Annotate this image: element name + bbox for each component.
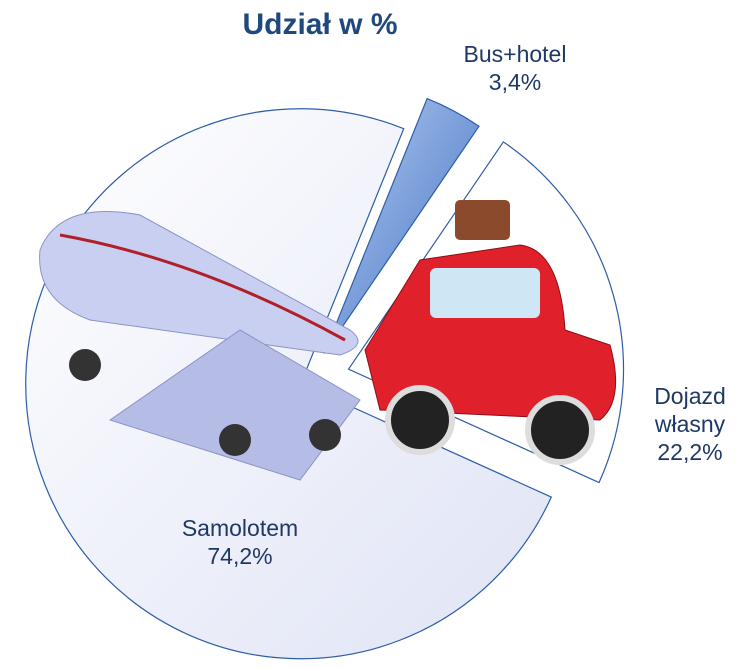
value-label: 22,2% [640, 438, 740, 466]
plane-wheel [219, 424, 251, 456]
car-luggage [455, 200, 510, 240]
category-label: Bus+hotel [445, 40, 585, 68]
category-label: Samolotem [150, 514, 330, 542]
pie-area [0, 0, 746, 668]
car-window [430, 268, 540, 318]
chart-title: Udział w % [170, 8, 470, 42]
car-wheel [388, 388, 452, 452]
value-label: 3,4% [445, 68, 585, 96]
plane-wheel [309, 419, 341, 451]
car-wheel [528, 398, 592, 462]
value-label: 74,2% [150, 542, 330, 570]
category-label: Dojazd własny [640, 382, 740, 438]
plane-wheel [69, 349, 101, 381]
chart: Udział w % Bus+hotel3,4% Dojazd własny22,… [0, 0, 746, 668]
